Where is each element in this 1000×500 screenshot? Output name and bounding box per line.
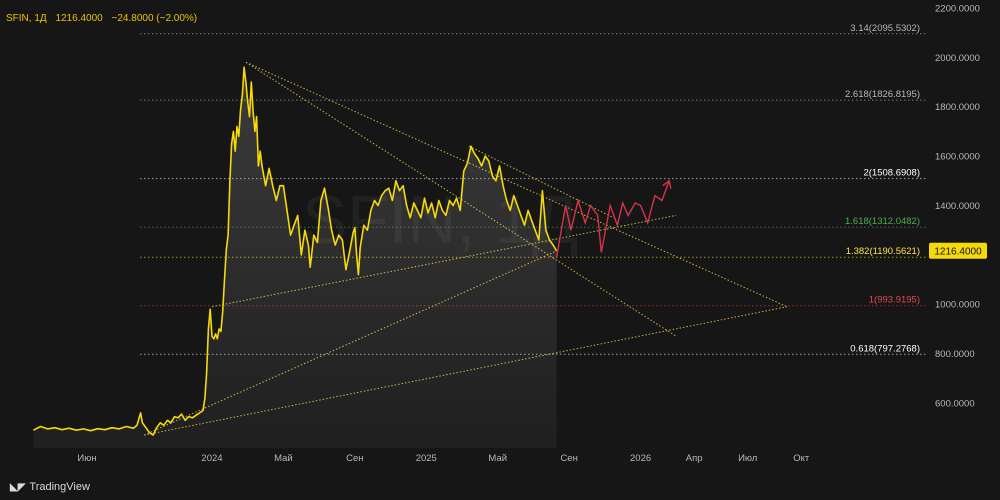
time-axis[interactable]: Июн 2024 Май Сен 2025 Май Сен 2026 Апр Июл Окт (77, 453, 810, 464)
time-tick-label: Апр (686, 453, 703, 464)
price-line (33, 66, 558, 436)
time-tick-label: 2025 (416, 453, 437, 464)
fib-level-label: 1.382(1190.5621) (846, 246, 920, 257)
time-tick-label: Июл (738, 453, 757, 464)
fib-level-label: 2(1508.6908) (863, 168, 920, 179)
tradingview-name: TradingView (29, 481, 90, 493)
price-axis[interactable]: 600.0000800.00001000.00001200.00001400.0… (935, 3, 980, 409)
time-tick-label: Май (274, 453, 293, 464)
projection-path[interactable] (555, 180, 670, 258)
chart-header: SFIN, 1Д 1216.4000 −24.8000 (−2.00%) (6, 13, 203, 24)
time-tick-label: Окт (793, 453, 810, 464)
price-tick-label: 1600.0000 (935, 152, 980, 163)
price-area-fill (33, 67, 557, 448)
tradingview-logo-icon: ◣◤ (10, 481, 26, 493)
price-tick-label: 2200.0000 (935, 3, 980, 14)
fib-level-label: 1(993.9195) (869, 295, 920, 306)
change-label: −24.8000 (−2.00%) (111, 13, 198, 24)
fibonacci-levels: 3.14(2095.5302) 2.618(1826.8195) 2(1508.69… (140, 23, 928, 355)
time-tick-label: 2024 (201, 453, 222, 464)
symbol-label[interactable]: SFIN, 1Д (6, 13, 47, 24)
fib-level-label: 3.14(2095.5302) (850, 23, 920, 34)
time-tick-label: Сен (560, 453, 577, 464)
price-tick-label: 1400.0000 (935, 201, 980, 212)
time-tick-label: 2026 (630, 453, 651, 464)
price-tick-label: 600.0000 (935, 399, 975, 410)
fib-level-label: 1.618(1312.0482) (845, 216, 920, 227)
trendline[interactable] (245, 61, 677, 337)
time-tick-label: Май (488, 453, 507, 464)
price-label: 1216.4000 (55, 13, 103, 24)
time-tick-label: Июн (77, 453, 96, 464)
last-price-badge: 1216.4000 (929, 242, 987, 259)
time-tick-label: Сен (346, 453, 363, 464)
last-price-badge-bg (929, 242, 987, 259)
price-tick-label: 2000.0000 (935, 53, 980, 64)
price-tick-label: 1000.0000 (935, 300, 980, 311)
trendline[interactable] (245, 61, 788, 308)
fib-level-label: 2.618(1826.8195) (845, 89, 920, 100)
tradingview-branding[interactable]: ◣◤ TradingView (10, 481, 90, 493)
fib-level-label: 0.618(797.2768) (850, 343, 920, 354)
last-price-label: 1216.4000 (934, 246, 982, 257)
price-tick-label: 800.0000 (935, 349, 975, 360)
trendline[interactable] (468, 145, 615, 219)
projection-arrowhead (662, 179, 672, 189)
price-tick-label: 1800.0000 (935, 102, 980, 113)
